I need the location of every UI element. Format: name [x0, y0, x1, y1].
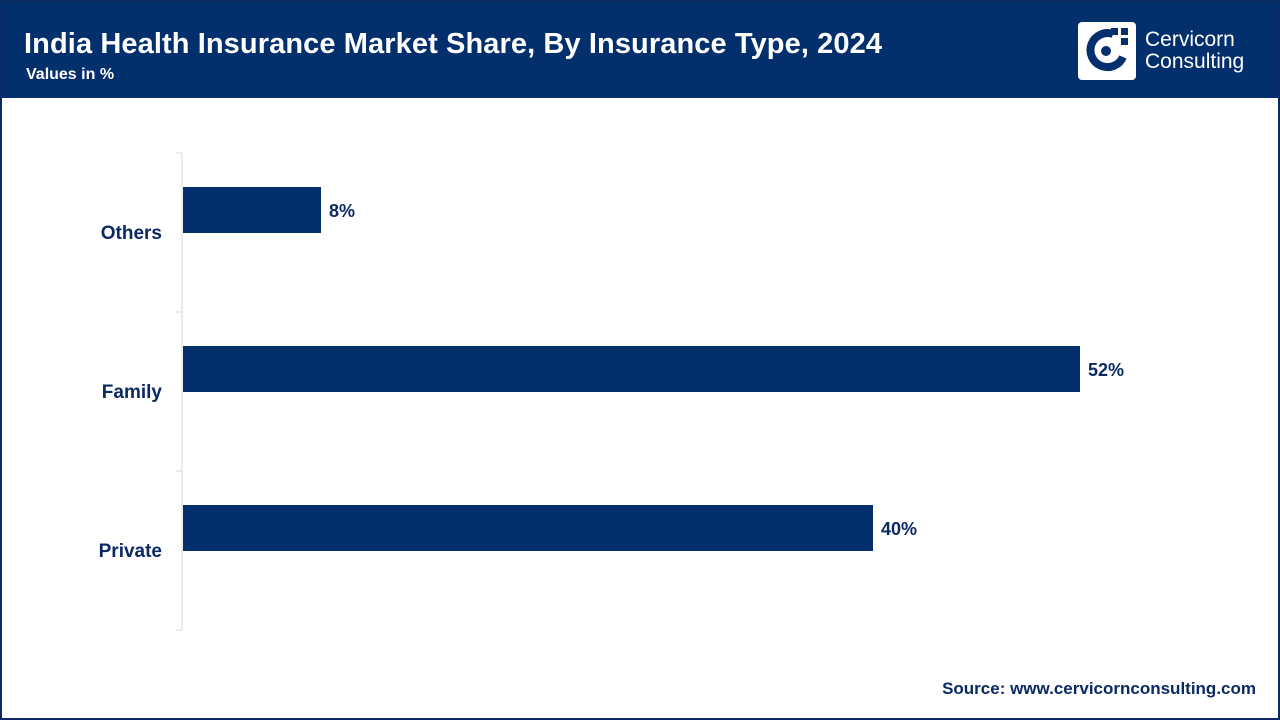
cervicorn-logo-icon	[1078, 22, 1136, 80]
chart-subtitle: Values in %	[26, 66, 115, 83]
data-label-private: 40%	[881, 519, 917, 539]
source-note: Source: www.cervicornconsulting.com	[942, 679, 1256, 698]
logo-line-2: Consulting	[1145, 50, 1245, 73]
chart-title: India Health Insurance Market Share, By …	[24, 28, 883, 60]
bar-private	[183, 505, 873, 551]
bar-family	[183, 346, 1080, 392]
category-label-family: Family	[102, 382, 163, 403]
category-label-others: Others	[101, 223, 162, 244]
logo-text: Cervicorn Consulting	[1145, 29, 1244, 73]
bar-others	[183, 187, 321, 233]
data-label-family: 52%	[1088, 360, 1124, 380]
header-banner: India Health Insurance Market Share, By …	[2, 2, 1278, 98]
data-label-others: 8%	[329, 201, 355, 221]
category-label-private: Private	[99, 541, 162, 562]
bar-chart: 8% Others 52% Family 40% Private	[99, 152, 1124, 631]
logo-line-1: Cervicorn	[1145, 28, 1235, 51]
